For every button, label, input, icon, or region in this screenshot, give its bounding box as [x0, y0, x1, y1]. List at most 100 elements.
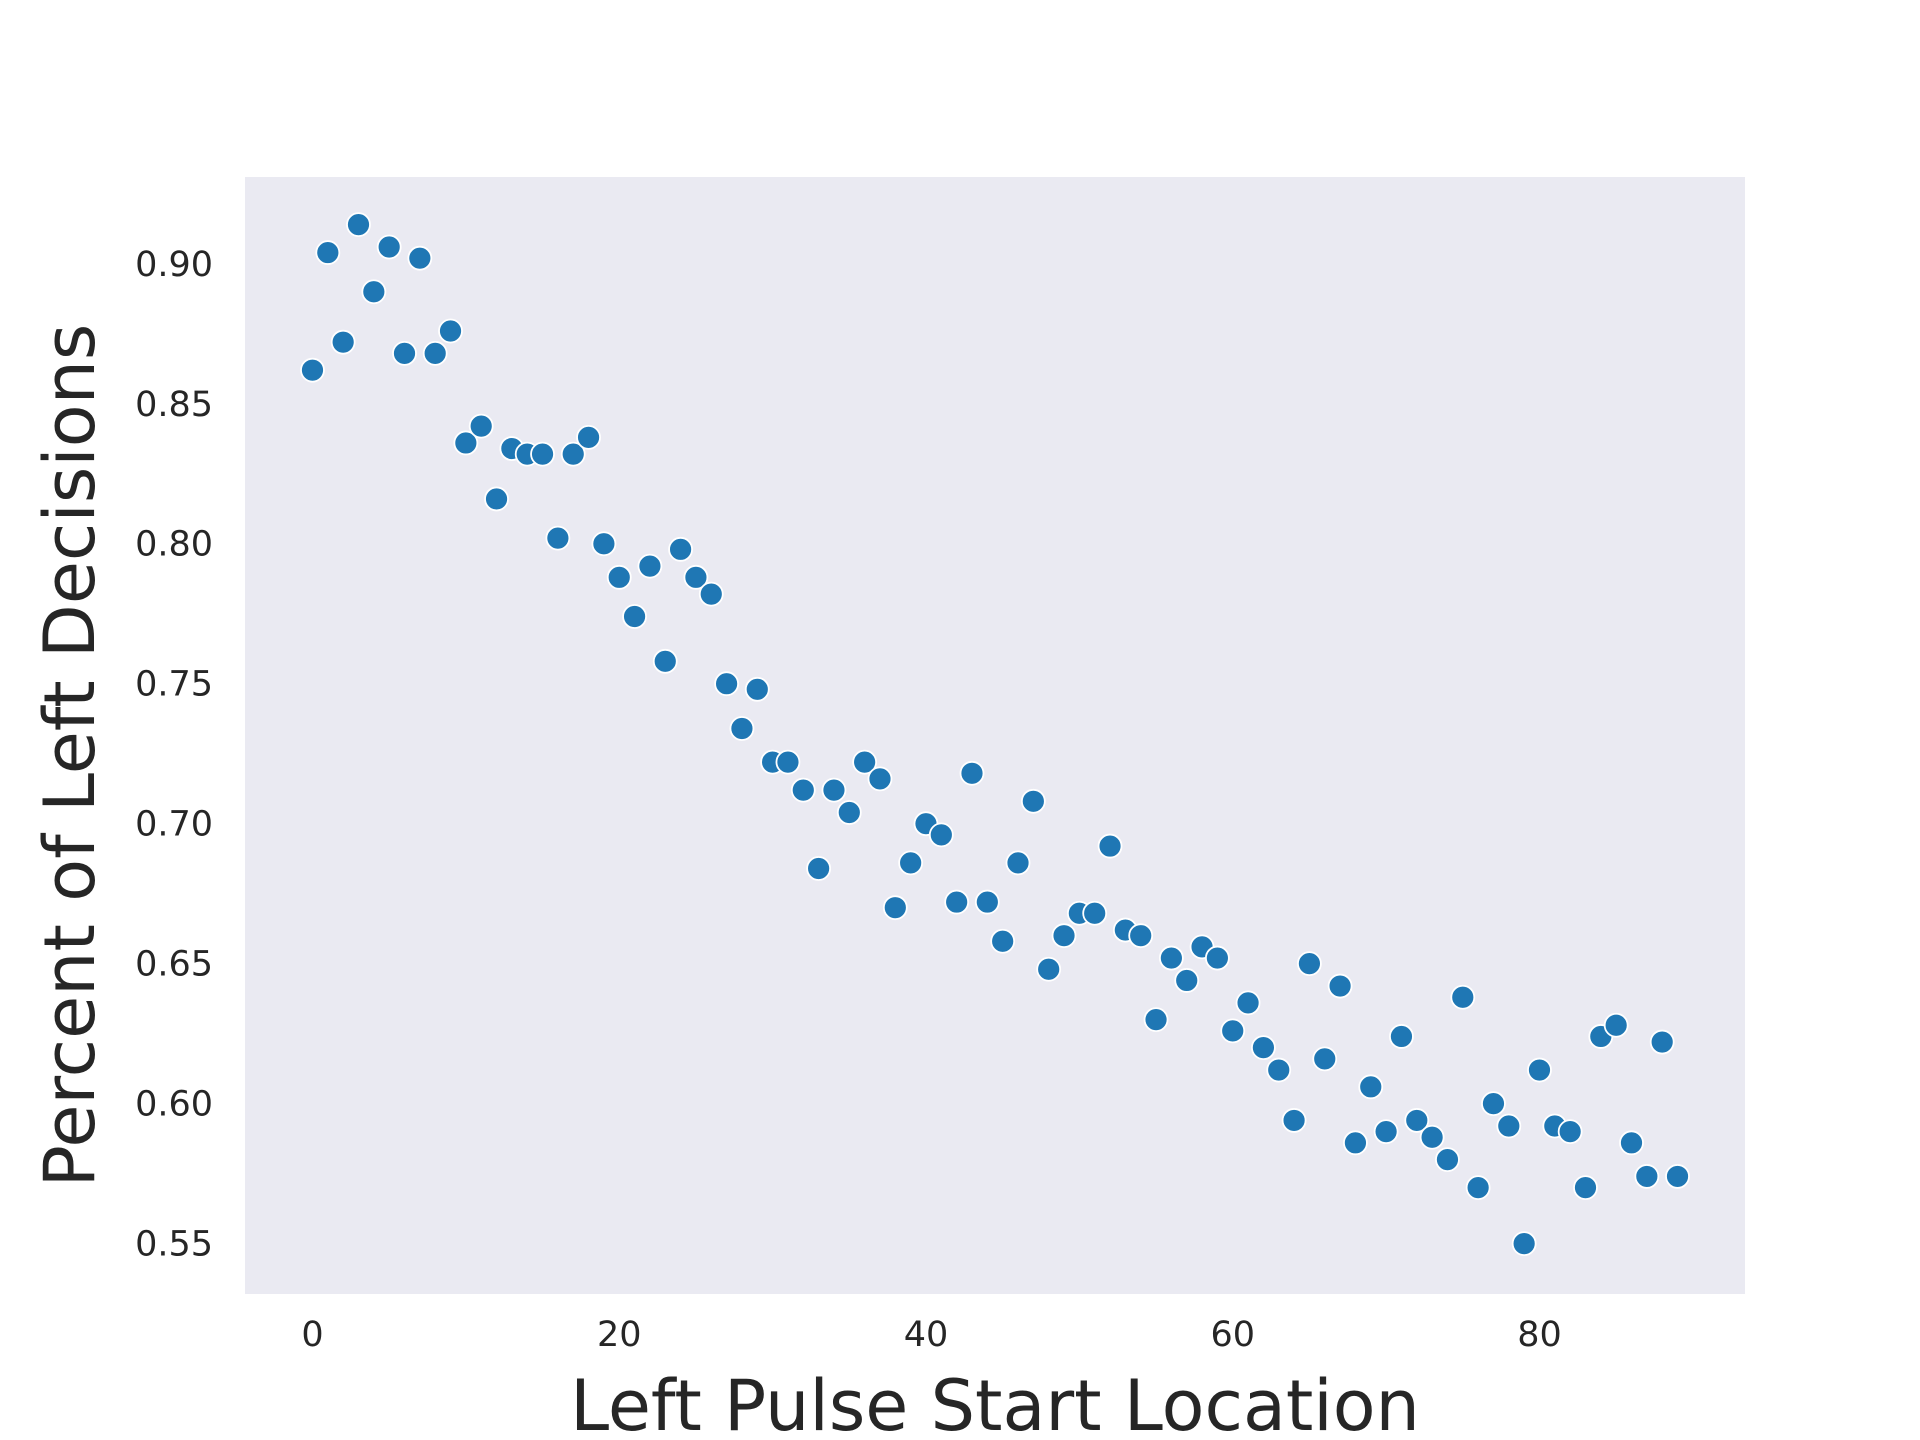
data-point: [1649, 1029, 1675, 1055]
data-point: [545, 525, 571, 551]
data-point: [346, 212, 371, 237]
data-point: [836, 800, 862, 825]
data-point: [714, 671, 739, 697]
data-point: [1450, 984, 1476, 1010]
x-axis-label: Left Pulse Start Location: [570, 1365, 1420, 1440]
x-axis-ticks: 0 20 40 60 80: [301, 1315, 1561, 1355]
data-point: [683, 564, 709, 590]
data-point: [376, 234, 402, 260]
data-point: [1266, 1057, 1292, 1083]
data-point: [852, 749, 878, 775]
data-point: [959, 760, 985, 786]
data-point: [1097, 833, 1123, 859]
data-point: [468, 413, 494, 439]
y-tick-label: 0.60: [135, 1085, 213, 1125]
data-point: [1404, 1108, 1430, 1133]
x-tick-label: 20: [597, 1315, 642, 1355]
data-point: [1158, 945, 1184, 971]
y-tick-label: 0.90: [135, 245, 213, 285]
data-point: [974, 889, 1000, 915]
data-point: [867, 766, 893, 792]
y-tick-label: 0.70: [135, 805, 213, 845]
data-point: [744, 676, 770, 702]
y-tick-label: 0.80: [135, 525, 213, 565]
data-point: [1143, 1007, 1169, 1033]
data-point: [729, 716, 755, 741]
data-point: [1128, 923, 1154, 949]
data-point: [1435, 1147, 1460, 1173]
data-point: [1281, 1108, 1307, 1133]
data-point: [1343, 1130, 1368, 1156]
y-tick-label: 0.55: [135, 1225, 213, 1265]
data-point: [438, 318, 463, 344]
data-point: [330, 329, 356, 355]
data-point: [361, 279, 387, 305]
y-axis-ticks: 0.55 0.60 0.65 0.70 0.75 0.80 0.85 0.90: [135, 245, 213, 1265]
data-point: [1036, 956, 1062, 982]
data-point: [821, 777, 847, 803]
y-tick-label: 0.75: [135, 665, 213, 705]
data-point: [698, 581, 724, 607]
data-point: [806, 856, 832, 881]
data-point: [1573, 1175, 1598, 1201]
data-point: [622, 604, 647, 629]
data-point: [1557, 1119, 1583, 1145]
data-point: [775, 749, 801, 775]
x-tick-label: 80: [1517, 1315, 1562, 1355]
data-point: [668, 536, 693, 562]
data-point: [1665, 1164, 1690, 1189]
data-points: [300, 212, 1690, 1257]
data-point: [1496, 1113, 1522, 1139]
data-point: [637, 553, 663, 579]
data-point: [1220, 1018, 1246, 1044]
data-point: [1634, 1164, 1660, 1189]
data-point: [1603, 1012, 1629, 1038]
data-point: [1051, 923, 1077, 949]
data-point: [1389, 1024, 1414, 1049]
data-point: [1312, 1046, 1338, 1072]
data-point: [1251, 1035, 1276, 1061]
data-point: [1511, 1231, 1537, 1257]
data-point: [1481, 1091, 1506, 1117]
data-point: [1358, 1074, 1384, 1100]
data-point: [1297, 951, 1322, 977]
data-point: [422, 340, 448, 366]
data-point: [560, 441, 586, 467]
data-point: [453, 430, 479, 456]
data-point: [882, 895, 908, 921]
data-point: [407, 245, 433, 271]
data-point: [1020, 788, 1046, 814]
data-point: [315, 240, 341, 265]
data-point: [898, 850, 924, 876]
data-point: [1373, 1119, 1399, 1145]
y-tick-label: 0.85: [135, 385, 213, 425]
data-point: [1235, 990, 1261, 1016]
data-point: [606, 564, 632, 590]
data-point: [1174, 968, 1200, 993]
data-point: [990, 928, 1016, 954]
data-point: [1204, 945, 1230, 971]
data-point: [928, 822, 954, 848]
data-point: [484, 486, 509, 512]
data-point: [591, 531, 617, 557]
data-point: [1419, 1124, 1445, 1150]
x-tick-label: 0: [301, 1315, 323, 1355]
x-tick-label: 60: [1210, 1315, 1255, 1355]
data-point: [652, 648, 678, 674]
data-point: [576, 424, 601, 450]
data-point: [1005, 850, 1031, 876]
data-point: [530, 441, 555, 467]
data-point: [392, 340, 417, 366]
data-point: [1619, 1130, 1644, 1156]
data-point: [944, 889, 970, 915]
data-point: [1527, 1057, 1552, 1083]
x-tick-label: 40: [904, 1315, 949, 1355]
data-point: [1327, 973, 1353, 999]
data-point: [1465, 1175, 1491, 1201]
data-point: [790, 777, 816, 803]
data-point: [1082, 900, 1108, 926]
data-point: [300, 357, 325, 383]
y-axis-label: Percent of Left Decisions: [29, 324, 111, 1188]
y-tick-label: 0.65: [135, 945, 213, 985]
